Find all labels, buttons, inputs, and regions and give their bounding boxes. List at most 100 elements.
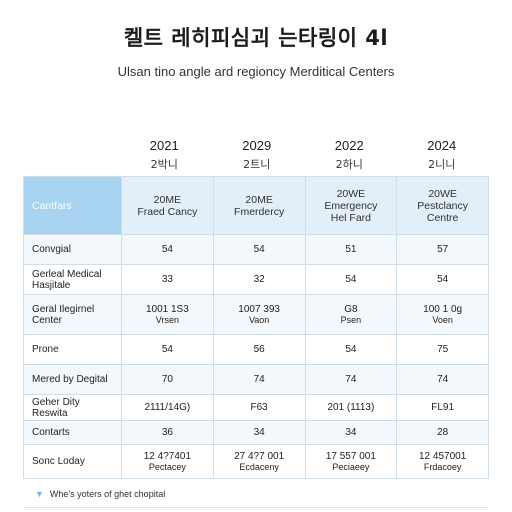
table-cell: F63: [212, 394, 306, 421]
column-header-line: 20ME: [245, 193, 273, 206]
table-cell-line: Vrsen: [155, 315, 179, 325]
table-cell: 54: [304, 264, 398, 295]
column-header-line: 20WE: [336, 187, 366, 200]
table-cell: 54: [121, 234, 214, 265]
data-table: Cantfars 20ME Fraed Cancy 20ME Fmerdercy 20W…: [23, 176, 489, 479]
table-cell-line: 54: [345, 274, 357, 285]
table-cell: 54: [212, 234, 306, 265]
table-cell-line: 54: [161, 244, 173, 255]
year-column: 2029 2트니: [211, 138, 304, 172]
column-header-line: Hel Fard: [330, 211, 371, 224]
table-cell: 17 557 001 Peciaeey: [304, 444, 398, 479]
table-cell: 74: [304, 364, 398, 395]
table-row: Convgial 54 54 51 57: [23, 234, 489, 265]
table-cell: 75: [396, 334, 489, 365]
column-header-line: Pestclancy: [417, 199, 469, 212]
year-column: 2022 2하니: [303, 138, 396, 172]
table-cell: G8 Psen: [304, 294, 398, 335]
table-cell: 36: [121, 420, 214, 445]
column-header-line: Emergency: [324, 199, 378, 212]
year-column: 2024 2니니: [396, 138, 489, 172]
table-cell: 32: [212, 264, 306, 295]
table-row: Geher Dity Reswita 2111/14G) F63 201 (1113)…: [23, 394, 489, 421]
row-label-line: Contarts: [32, 427, 70, 438]
table-cell-line: Frdacoey: [423, 462, 462, 472]
table-cell-line: 27 4?7 001: [234, 451, 285, 462]
year-column: 2021 2박니: [118, 138, 211, 172]
column-header-line: Centre: [426, 211, 459, 224]
table-cell-line: 75: [437, 344, 449, 355]
table-cell-line: 74: [253, 374, 265, 385]
table-cell-line: 57: [437, 244, 449, 255]
table-cell: 28: [396, 420, 489, 445]
table-cell: 74: [212, 364, 306, 395]
year-sublabel: 2박니: [150, 158, 178, 171]
table-cell: 70: [121, 364, 214, 395]
row-label-line: Gerleal Medical: [32, 268, 102, 280]
footer-text: Whe's yoters of ghet chopital: [49, 489, 166, 499]
table-cell: 33: [121, 264, 214, 295]
table-cell: 57: [396, 234, 489, 265]
table-cell-line: F63: [250, 402, 268, 413]
column-header-line: Fmerdercy: [234, 205, 285, 218]
table-cell-line: 70: [161, 374, 173, 385]
year-header-row: 2021 2박니 2029 2트니 2022 2하니 2024 2니니: [118, 138, 488, 172]
year-label: 2021: [149, 138, 179, 153]
table-cell: 2111/14G): [121, 394, 214, 421]
column-header: 20WE Pestclancy Centre: [396, 176, 489, 235]
table-cell-line: Peciaeey: [332, 462, 370, 472]
table-cell: 51: [304, 234, 398, 265]
year-label: 2029: [242, 138, 272, 153]
table-cell-line: 32: [253, 274, 265, 285]
table-cell: 1001 1S3 Vrsen: [121, 294, 214, 335]
table-cell-line: Voen: [432, 315, 453, 325]
table-cell: 12 4?7401 Pectacey: [121, 444, 214, 479]
table-cell-line: 2111/14G): [144, 402, 191, 413]
column-header-line: 20WE: [428, 187, 457, 200]
table-cell: 100 1 0g Voen: [396, 294, 489, 335]
year-label: 2024: [427, 138, 457, 153]
table-cell-line: 201 (1113): [327, 402, 375, 413]
table-row: Sonc Loday 12 4?7401 Pectacey 27 4?7 001 Ecd…: [23, 444, 489, 479]
table-cell-line: G8: [344, 304, 358, 315]
row-label-line: Convgial: [32, 244, 71, 255]
table-cell-line: 54: [345, 344, 357, 355]
row-label-line: Mered by Degital: [32, 374, 108, 385]
table-cell: 1007 393 Vaon: [212, 294, 306, 335]
table-cell-line: Psen: [340, 315, 362, 325]
year-sublabel: 2니니: [428, 158, 456, 171]
table-cell: 34: [304, 420, 398, 445]
table-cell-line: 12 457001: [418, 451, 467, 462]
table-cell: 54: [304, 334, 398, 365]
table-cell-line: 54: [437, 274, 449, 285]
row-label: Convgial: [23, 234, 122, 265]
table-cell: 74: [396, 364, 489, 395]
row-label-line: Geral Ilegirnel: [32, 303, 95, 315]
table-corner-label: Cantfars: [23, 176, 122, 235]
table-cell: 34: [212, 420, 306, 445]
table-cell-line: 100 1 0g: [423, 304, 463, 315]
table-row: Gerleal Medical Hasjitale 33 32 54 54: [23, 264, 489, 295]
table-cell: 201 (1113): [304, 394, 398, 421]
table-cell-line: 56: [253, 344, 265, 355]
table-cell-line: 34: [345, 427, 357, 438]
footer-note: ▼ Whe's yoters of ghet chopital: [35, 489, 165, 499]
table-cell-line: 51: [345, 244, 357, 255]
row-label-line: Sonc Loday: [32, 456, 85, 467]
column-header: 20ME Fmerdercy: [212, 176, 306, 235]
year-sublabel: 2하니: [335, 158, 363, 171]
row-label: Gerleal Medical Hasjitale: [23, 264, 122, 295]
document-title: 켈트 레히피심괴 는타링이 4l: [123, 26, 389, 50]
row-label: Geher Dity Reswita: [23, 394, 122, 421]
table-cell-line: 28: [437, 427, 449, 438]
bottom-divider: [23, 507, 489, 508]
column-header: 20WE Emergency Hel Fard: [304, 176, 398, 235]
table-cell: 54: [396, 264, 489, 295]
column-header: 20ME Fraed Cancy: [121, 176, 214, 235]
row-label-line: Prone: [32, 344, 59, 355]
row-label-line: Hasjitale: [32, 279, 71, 291]
table-cell-line: FL91: [431, 402, 455, 413]
table-cell-line: Vaon: [248, 315, 270, 325]
table-cell-line: 1001 1S3: [145, 304, 189, 315]
table-cell-line: 74: [345, 374, 357, 385]
